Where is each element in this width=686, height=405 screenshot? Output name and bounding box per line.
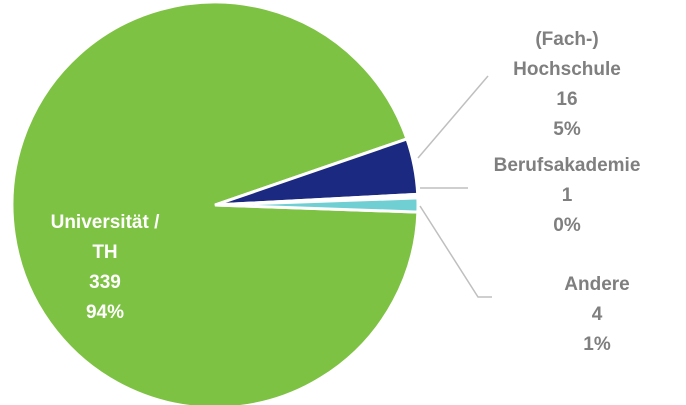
data-label: Berufsakademie 1 0% <box>467 151 667 241</box>
value-label: 4 <box>591 304 603 325</box>
value-label: 16 <box>556 89 578 110</box>
value-label: 339 <box>89 272 121 293</box>
category-label: Andere <box>564 274 630 295</box>
category-label: (Fach-) Hochschule <box>513 29 621 80</box>
category-label: Universität / TH <box>50 212 160 263</box>
data-label: (Fach-) Hochschule 16 5% <box>492 25 642 145</box>
slice <box>214 196 420 214</box>
percent-label: 0% <box>553 215 581 236</box>
percent-label: 1% <box>583 334 611 355</box>
data-label: Andere 4 1% <box>537 270 657 360</box>
percent-label: 94% <box>85 302 125 323</box>
leader-line <box>417 75 489 159</box>
leader-line <box>419 205 492 298</box>
data-label: Universität / TH 339 94% <box>45 208 165 328</box>
category-label: Berufsakademie <box>493 155 641 176</box>
percent-label: 5% <box>553 119 581 140</box>
value-label: 1 <box>561 185 573 206</box>
